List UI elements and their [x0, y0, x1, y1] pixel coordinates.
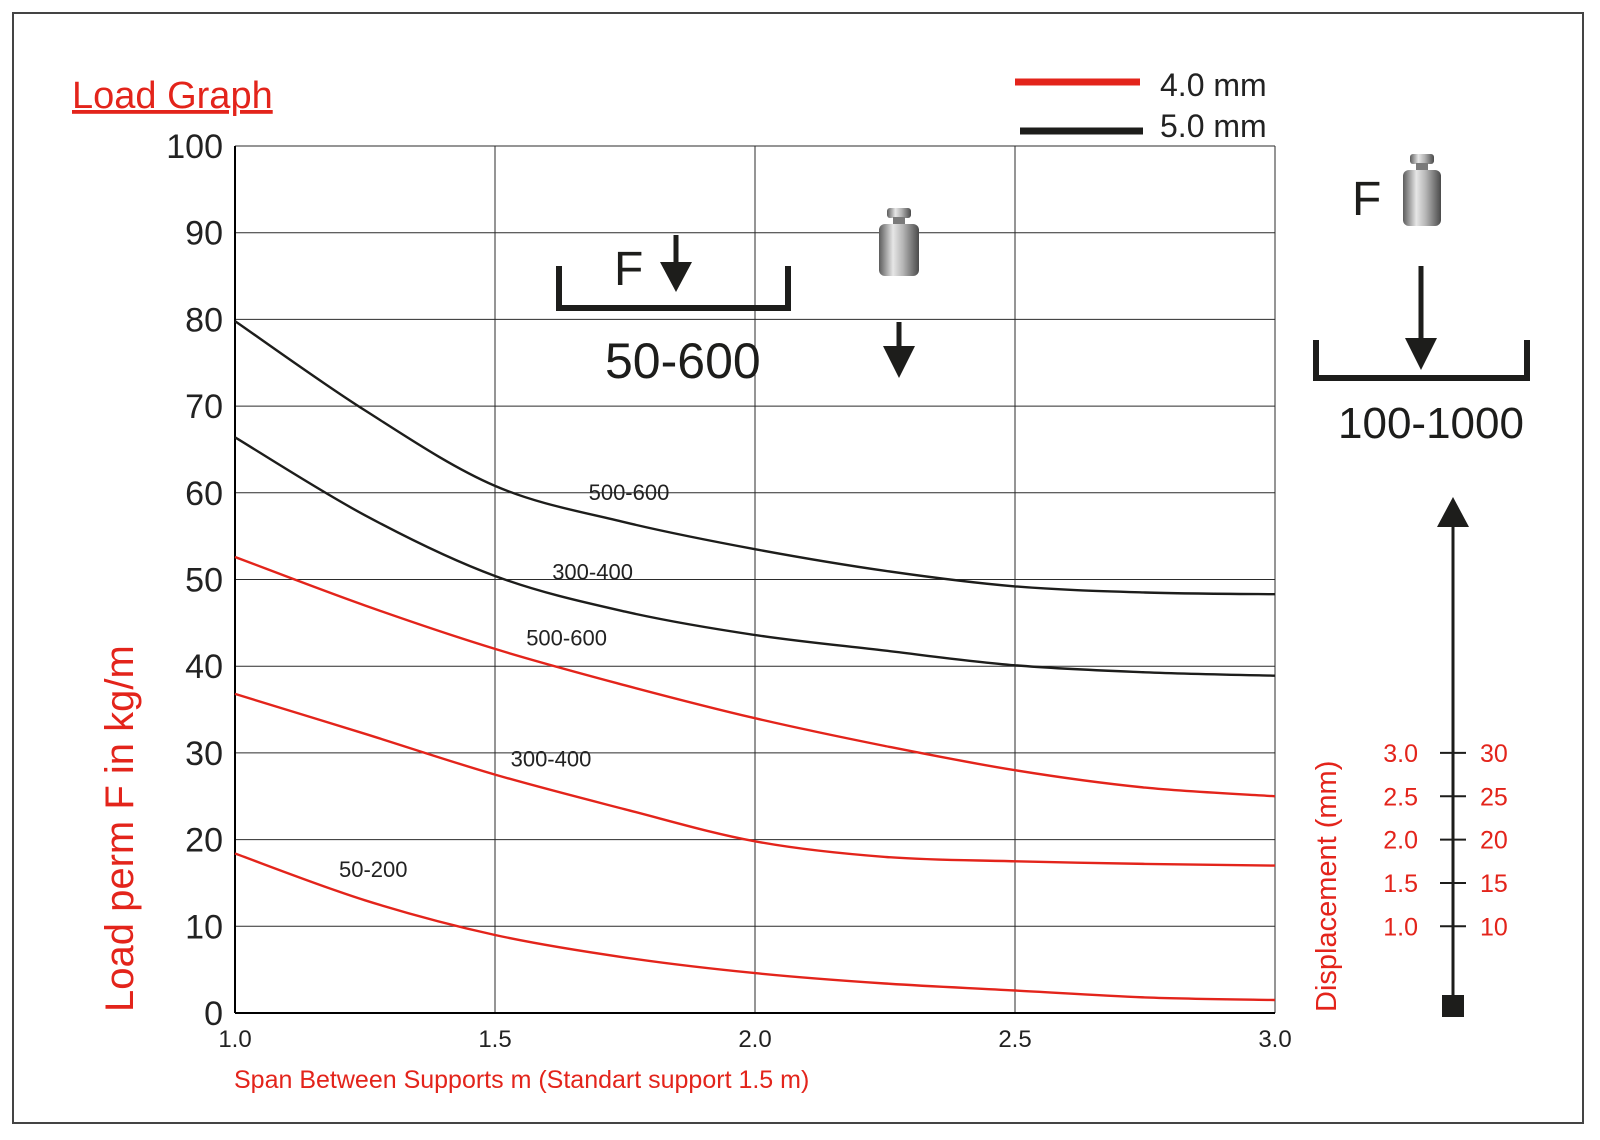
up-arrow-icon [1437, 497, 1469, 527]
y-tick-label: 60 [185, 475, 223, 513]
support-diagram-small: F 50-600 [556, 235, 791, 389]
support-bracket-small [556, 266, 791, 311]
force-arrow-small-icon [660, 262, 692, 292]
x-axis-title: Span Between Supports m (Standart suppor… [234, 1066, 809, 1094]
displacement-tick-label-load: 25 [1480, 783, 1508, 811]
displacement-tick-label-mm: 1.0 [1383, 913, 1418, 941]
series-label-500-600-50: 500-600 [589, 480, 670, 505]
y-tick-label: 0 [204, 995, 223, 1033]
series-label-300-400-40: 300-400 [511, 747, 592, 772]
chart-title: Load Graph [72, 75, 273, 117]
displacement-tick-label-mm: 3.0 [1383, 740, 1418, 768]
support-bracket-large [1313, 340, 1530, 381]
series-line-300-400-40 [234, 692, 1276, 867]
displacement-axis-title: Displacement (mm) [1311, 761, 1343, 1012]
x-tick-label: 2.5 [998, 1026, 1031, 1053]
y-tick-label: 90 [185, 215, 223, 253]
weight-icon-middle [879, 208, 919, 276]
displacement-tick-label-load: 15 [1480, 870, 1508, 898]
y-tick-label: 100 [166, 128, 223, 166]
series-label-500-600-40: 500-600 [526, 626, 607, 651]
legend-label-5mm: 5.0 mm [1160, 108, 1267, 144]
displacement-tick-label-load: 20 [1480, 827, 1508, 855]
x-tick-label: 1.0 [218, 1026, 251, 1053]
displacement-tick-label-mm: 1.5 [1383, 870, 1418, 898]
series-line-500-600-40 [234, 555, 1276, 798]
down-arrow-icon-middle [883, 322, 915, 378]
weight-icon-right [1403, 154, 1441, 226]
grid [234, 145, 1276, 1014]
displacement-scale: 1.0 10 1.5 15 2.0 20 2.5 25 3.0 30 [1383, 497, 1508, 1017]
span-range-large: 100-1000 [1338, 399, 1524, 448]
y-tick-label: 40 [185, 648, 223, 686]
displacement-tick-label-load: 10 [1480, 913, 1508, 941]
axis-ticks: 0 10 20 30 40 50 60 70 80 90 100 1.0 1.5 2.0 2.5 3.0 [166, 128, 1291, 1053]
y-axis-title: Load perm F in kg/m [98, 645, 142, 1012]
y-tick-label: 50 [185, 562, 223, 600]
support-diagram-large: F 100-1000 [1313, 154, 1530, 448]
x-tick-label: 2.0 [738, 1026, 771, 1053]
series-label-300-400-50: 300-400 [552, 560, 633, 585]
series-line-500-600-50 [234, 320, 1276, 596]
chart-frame [12, 12, 1584, 1124]
series-line-300-400-50 [234, 436, 1276, 677]
legend-label-4mm: 4.0 mm [1160, 67, 1267, 103]
legend: 4.0 mm 5.0 mm [1015, 67, 1267, 144]
y-tick-label: 30 [185, 735, 223, 773]
scale-base-marker [1442, 995, 1464, 1017]
y-tick-label: 10 [185, 908, 223, 946]
displacement-tick-label-load: 30 [1480, 740, 1508, 768]
force-arrow-large-icon [1405, 338, 1437, 370]
x-tick-label: 1.5 [478, 1026, 511, 1053]
force-label-small: F [614, 243, 643, 296]
y-tick-label: 70 [185, 388, 223, 426]
x-tick-label: 3.0 [1258, 1026, 1291, 1053]
y-tick-label: 80 [185, 301, 223, 339]
displacement-tick-label-mm: 2.0 [1383, 827, 1418, 855]
force-label-large: F [1352, 173, 1381, 226]
series: 500-600 300-400 500-600 300-400 50-200 [234, 320, 1276, 1002]
span-range-small: 50-600 [605, 333, 761, 389]
displacement-tick-label-mm: 2.5 [1383, 783, 1418, 811]
series-label-50-200-40: 50-200 [339, 857, 408, 882]
y-tick-label: 20 [185, 822, 223, 860]
series-line-50-200-40 [234, 852, 1276, 1002]
